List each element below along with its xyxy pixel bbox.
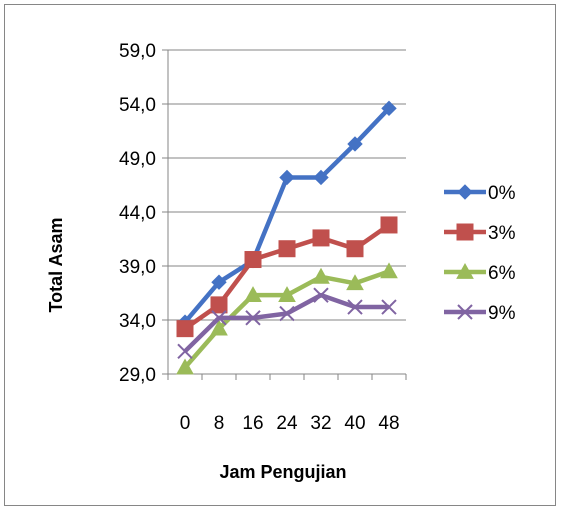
data-point [244,286,262,303]
data-point [313,287,329,303]
data-point [210,296,228,314]
gridlines [168,49,406,321]
legend-label: 6% [488,263,516,284]
legend-marker [457,184,473,200]
data-point [312,229,330,247]
legend-label: 0% [488,183,516,204]
data-point [211,274,227,290]
data-point [279,169,295,186]
data-point [313,169,329,186]
x-tick-label: 16 [242,413,263,434]
x-tick-label: 8 [214,413,225,434]
legend-marker [457,304,473,320]
y-tick-label: 34,0 [119,311,156,332]
tick-labels: 59,0 54,0 49,0 44,0 39,0 34,0 29,0 0 8 16 24 32 40 48 [119,41,400,434]
data-point [381,100,397,117]
legend-marker [456,262,474,279]
data-point [278,240,296,258]
data-point [278,286,296,303]
x-tick-label: 32 [310,413,331,434]
x-tick-label: 24 [276,413,298,434]
series-group [176,100,398,375]
legend-marker [456,223,474,241]
legend-entry: 9% [444,303,516,324]
data-point [346,274,364,291]
series-1 [177,100,397,330]
data-point [245,310,261,326]
legend: 0% 3% 6% 9% [444,183,516,324]
data-point [347,136,363,152]
legend-label: 3% [488,223,516,244]
y-tick-label: 49,0 [119,149,156,170]
data-point [279,305,295,322]
data-point [347,299,363,315]
data-point [177,343,193,360]
legend-entry: 0% [444,183,516,204]
legend-label: 9% [488,303,516,324]
y-tick-label: 54,0 [119,95,156,116]
data-point [380,216,398,234]
x-tick-label: 0 [180,413,191,434]
y-tick-label: 44,0 [119,203,156,224]
data-point [210,319,228,336]
data-point [244,251,262,269]
data-point [346,240,364,258]
y-tick-label: 29,0 [119,365,156,386]
data-point [176,320,194,338]
data-point [176,358,194,375]
legend-entry: 6% [444,262,516,284]
y-axis-title: Total Asam [46,217,66,312]
series-3 [176,262,398,375]
series-2 [176,216,398,338]
y-tick-label: 59,0 [119,41,156,62]
legend-entry: 3% [444,223,516,244]
data-point [312,267,330,284]
axes [162,49,407,380]
x-tick-label: 40 [344,413,365,434]
data-point [380,262,398,279]
x-tick-label: 48 [378,413,399,434]
x-axis-title: Jam Pengujian [219,462,346,482]
y-tick-label: 39,0 [119,257,156,278]
series-4 [177,287,397,360]
data-point [381,299,397,315]
data-point [211,310,227,326]
